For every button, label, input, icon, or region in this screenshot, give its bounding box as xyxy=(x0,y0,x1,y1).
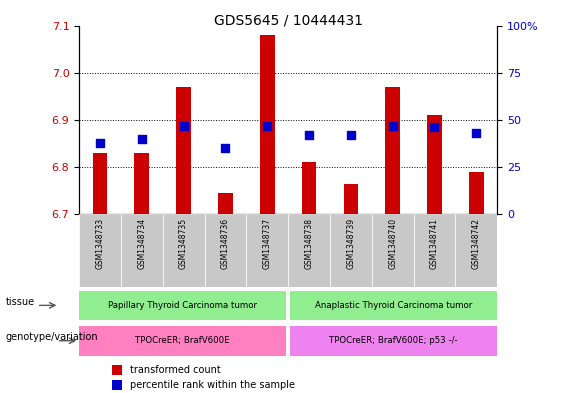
Text: GSM1348740: GSM1348740 xyxy=(388,218,397,269)
Bar xyxy=(414,214,455,287)
Bar xyxy=(344,184,358,214)
Bar xyxy=(427,115,442,214)
Point xyxy=(221,145,230,151)
Bar xyxy=(290,291,497,320)
Text: GDS5645 / 10444431: GDS5645 / 10444431 xyxy=(214,14,363,28)
Point xyxy=(179,122,188,129)
Point xyxy=(137,136,146,142)
Bar xyxy=(455,214,497,287)
Text: Anaplastic Thyroid Carcinoma tumor: Anaplastic Thyroid Carcinoma tumor xyxy=(315,301,472,310)
Bar xyxy=(205,214,246,287)
Text: GSM1348742: GSM1348742 xyxy=(472,218,481,269)
Text: GSM1348737: GSM1348737 xyxy=(263,218,272,269)
Text: GSM1348739: GSM1348739 xyxy=(346,218,355,269)
Text: percentile rank within the sample: percentile rank within the sample xyxy=(130,380,295,389)
Text: genotype/variation: genotype/variation xyxy=(6,332,98,342)
Bar xyxy=(112,380,122,390)
Text: GSM1348741: GSM1348741 xyxy=(430,218,439,269)
Bar xyxy=(79,326,286,356)
Point xyxy=(263,122,272,129)
Text: GSM1348734: GSM1348734 xyxy=(137,218,146,269)
Bar xyxy=(93,153,107,214)
Point xyxy=(388,122,397,129)
Bar xyxy=(330,214,372,287)
Bar xyxy=(134,153,149,214)
Point xyxy=(472,130,481,136)
Bar xyxy=(79,291,286,320)
Bar xyxy=(302,162,316,214)
Text: GSM1348736: GSM1348736 xyxy=(221,218,230,269)
Text: Papillary Thyroid Carcinoma tumor: Papillary Thyroid Carcinoma tumor xyxy=(108,301,257,310)
Text: TPOCreER; BrafV600E; p53 -/-: TPOCreER; BrafV600E; p53 -/- xyxy=(329,336,458,345)
Point xyxy=(95,140,105,146)
Point xyxy=(430,124,439,130)
Bar xyxy=(290,326,497,356)
Text: tissue: tissue xyxy=(6,297,35,307)
Bar xyxy=(246,214,288,287)
Text: transformed count: transformed count xyxy=(130,365,221,375)
Bar xyxy=(372,214,414,287)
Bar xyxy=(121,214,163,287)
Text: TPOCreER; BrafV600E: TPOCreER; BrafV600E xyxy=(136,336,230,345)
Text: GSM1348733: GSM1348733 xyxy=(95,218,105,269)
Bar xyxy=(218,193,233,214)
Bar xyxy=(163,214,205,287)
Text: GSM1348735: GSM1348735 xyxy=(179,218,188,269)
Bar xyxy=(385,87,400,214)
Bar xyxy=(79,214,121,287)
Text: GSM1348738: GSM1348738 xyxy=(305,218,314,269)
Bar xyxy=(260,35,275,214)
Point xyxy=(305,132,314,138)
Bar xyxy=(112,365,122,375)
Bar xyxy=(288,214,330,287)
Point xyxy=(346,132,355,138)
Bar xyxy=(469,172,484,214)
Bar xyxy=(176,87,191,214)
